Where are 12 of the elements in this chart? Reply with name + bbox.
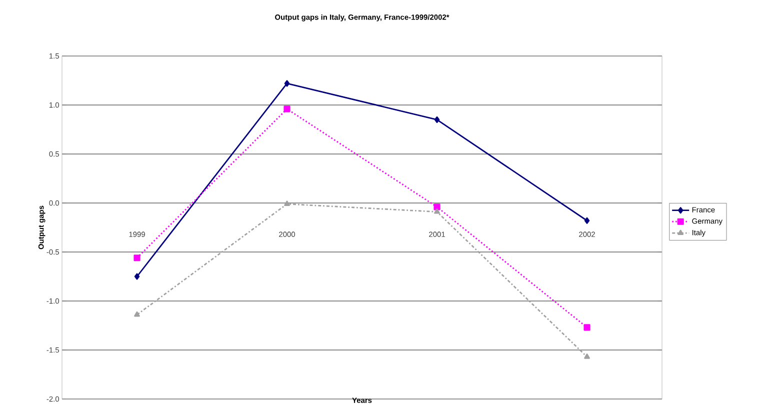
point <box>284 80 290 87</box>
point <box>434 204 440 210</box>
point <box>434 116 440 123</box>
point <box>584 354 590 359</box>
point <box>134 311 140 317</box>
point <box>284 106 290 112</box>
point <box>584 324 590 331</box>
point <box>134 254 140 262</box>
point <box>434 208 440 214</box>
point <box>284 200 290 206</box>
point <box>584 217 590 224</box>
point <box>134 273 140 280</box>
